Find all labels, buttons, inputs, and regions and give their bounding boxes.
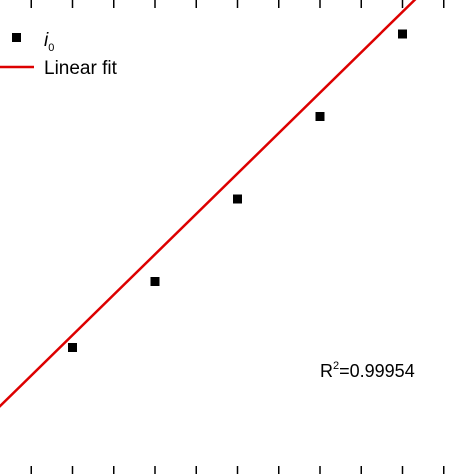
plot-area <box>0 0 417 408</box>
legend-label-i0-base: i <box>44 30 49 51</box>
top-axis-ticks <box>30 0 445 8</box>
legend-label-i0: i0 <box>44 30 54 54</box>
legend: i0 Linear fit <box>0 30 118 79</box>
data-point-0 <box>68 343 77 352</box>
legend-label-linear-fit: Linear fit <box>44 58 118 79</box>
legend-label-i0-sub: 0 <box>48 42 54 54</box>
data-point-4 <box>398 29 407 39</box>
linear-fit-line <box>0 0 417 408</box>
r-squared-value: =0.99954 <box>339 361 415 381</box>
bottom-axis-ticks <box>30 466 445 474</box>
data-point-1 <box>150 277 160 286</box>
r-squared-base: R <box>320 361 333 381</box>
r-squared-sup: 2 <box>333 360 339 372</box>
legend-marker-i0 <box>12 33 21 42</box>
r-squared-annotation: R2=0.99954 <box>320 360 415 381</box>
data-point-2 <box>233 194 242 204</box>
data-point-3 <box>315 112 325 121</box>
